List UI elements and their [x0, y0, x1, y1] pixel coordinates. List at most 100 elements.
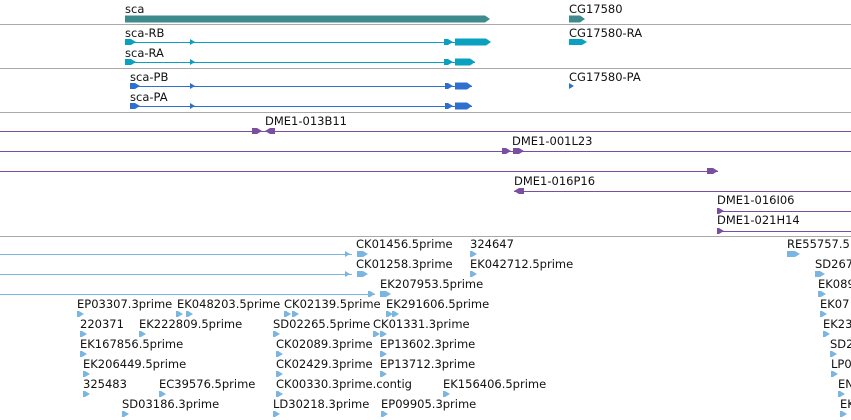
est-label[interactable]: EK089 — [818, 277, 851, 291]
bac-dme1-013b11-end[interactable] — [252, 128, 262, 134]
est-block[interactable] — [276, 351, 283, 357]
est-block[interactable] — [815, 271, 825, 277]
est-block[interactable] — [818, 291, 826, 297]
est-block[interactable] — [186, 311, 193, 317]
bac-dme1-021h14-end[interactable] — [717, 228, 724, 234]
transcript-sca-rb-exon[interactable] — [190, 39, 195, 45]
bac-label-dme1-016p16[interactable]: DME1-016P16 — [514, 174, 596, 188]
est-label[interactable]: EK07 — [820, 297, 850, 311]
gene-sca[interactable] — [125, 15, 490, 23]
est-block[interactable] — [122, 411, 129, 417]
bac-dme1-013b11-end[interactable] — [265, 128, 275, 134]
est-block[interactable] — [284, 311, 291, 317]
est-label[interactable]: SD2 — [830, 337, 851, 351]
est-label[interactable]: CK02089.3prime — [276, 337, 373, 351]
protein-label-sca-pa[interactable]: sca-PA — [130, 90, 168, 104]
est-block[interactable] — [77, 311, 84, 317]
est-block[interactable] — [443, 391, 450, 397]
est-label[interactable]: CK01258.3prime — [356, 257, 453, 271]
transcript-sca-rb-exon[interactable] — [455, 38, 491, 46]
est-label[interactable]: RE55757.5 — [787, 237, 850, 251]
est-label[interactable]: 220371 — [80, 317, 124, 331]
est-block[interactable] — [823, 331, 830, 337]
est-block[interactable] — [380, 371, 387, 377]
transcript-sca-ra-exon[interactable] — [455, 58, 475, 66]
est-block[interactable] — [373, 331, 380, 337]
protein-label-sca-pb[interactable]: sca-PB — [130, 70, 169, 84]
est-label[interactable]: CK01331.3prime — [373, 317, 470, 331]
est-label[interactable]: EK042712.5prime — [470, 257, 574, 271]
est-label[interactable]: CK02429.3prime — [276, 357, 373, 371]
gene-label-sca[interactable]: sca — [125, 2, 145, 16]
protein-sca-pb-block[interactable] — [190, 83, 195, 89]
est-label[interactable]: EK156406.5prime — [443, 377, 547, 391]
est-block[interactable] — [840, 411, 847, 417]
est-block[interactable] — [276, 371, 283, 377]
protein-sca-pa-block[interactable] — [455, 102, 472, 110]
transcript-label-sca-ra[interactable]: sca-RA — [125, 46, 164, 60]
est-block[interactable] — [381, 411, 388, 417]
est-label[interactable]: EK — [840, 397, 851, 411]
bac-label-dme1-021h14[interactable]: DME1-021H14 — [717, 213, 800, 227]
est-block[interactable] — [83, 391, 90, 397]
protein-label-cg17580-pa[interactable]: CG17580-PA — [569, 70, 641, 84]
est-block[interactable] — [276, 391, 283, 397]
est-label[interactable]: SD02265.5prime — [273, 317, 371, 331]
est-label[interactable]: 325483 — [83, 377, 127, 391]
est-block[interactable] — [830, 351, 837, 357]
est-block[interactable] — [470, 251, 477, 257]
bac-clone-end[interactable] — [707, 168, 718, 174]
protein-sca-pb-block[interactable] — [445, 83, 453, 89]
est-block[interactable] — [292, 311, 299, 317]
est-block[interactable] — [357, 251, 368, 257]
protein-sca-pa-block[interactable] — [445, 103, 453, 109]
est-label[interactable]: LP0 — [831, 357, 851, 371]
est-block[interactable] — [838, 391, 845, 397]
est-label[interactable]: EP03307.3prime — [77, 297, 173, 311]
transcript-sca-ra-exon[interactable] — [444, 59, 453, 65]
est-block[interactable] — [345, 251, 350, 257]
est-label[interactable]: 324647 — [470, 237, 514, 251]
est-block[interactable] — [380, 291, 391, 297]
est-block[interactable] — [139, 331, 146, 337]
est-block[interactable] — [386, 311, 393, 317]
est-label[interactable]: EK291606.5prime — [386, 297, 490, 311]
est-label[interactable]: LD30218.3prime — [273, 397, 370, 411]
est-label[interactable]: CK00330.3prime.contig — [276, 377, 412, 391]
est-label[interactable]: SD267 — [815, 257, 851, 271]
est-label[interactable]: EP09905.3prime — [381, 397, 477, 411]
bac-label-dme1-001l23[interactable]: DME1-001L23 — [512, 134, 593, 148]
protein-sca-pa-block[interactable] — [190, 103, 195, 109]
est-block[interactable] — [380, 351, 387, 357]
est-label[interactable]: EP13712.3prime — [380, 357, 476, 371]
est-block[interactable] — [345, 271, 350, 277]
bac-label-dme1-016i06[interactable]: DME1-016I06 — [717, 193, 795, 207]
transcript-sca-rb-exon[interactable] — [125, 39, 136, 45]
protein-cg17580-pa-block[interactable] — [569, 83, 574, 89]
transcript-cg17580-ra-exon[interactable] — [569, 39, 587, 45]
est-block[interactable] — [176, 311, 183, 317]
bac-label-dme1-013b11[interactable]: DME1-013B11 — [265, 114, 347, 128]
est-block[interactable] — [273, 331, 280, 337]
est-label[interactable]: CK02139.5prime — [284, 297, 381, 311]
bac-dme1-016p16-end[interactable] — [514, 188, 524, 194]
gene-cg17580[interactable] — [569, 15, 585, 23]
est-block[interactable] — [83, 371, 90, 377]
est-label[interactable]: EC39576.5prime — [159, 377, 256, 391]
est-label[interactable]: EN — [838, 377, 851, 391]
transcript-sca-ra-exon[interactable] — [190, 59, 195, 65]
est-block[interactable] — [159, 391, 166, 397]
est-label[interactable]: EK23 — [823, 317, 851, 331]
est-label[interactable]: EK167856.5prime — [80, 337, 184, 351]
protein-sca-pb-block[interactable] — [130, 83, 140, 89]
est-block[interactable] — [820, 311, 827, 317]
est-block[interactable] — [470, 271, 477, 277]
protein-sca-pa-block[interactable] — [130, 103, 140, 109]
est-label[interactable]: EK206449.5prime — [83, 357, 187, 371]
est-block[interactable] — [787, 251, 800, 257]
transcript-sca-ra-exon[interactable] — [125, 59, 136, 65]
bac-dme1-001l23-end[interactable] — [502, 148, 511, 154]
est-label[interactable]: EK222809.5prime — [139, 317, 243, 331]
est-block[interactable] — [80, 351, 87, 357]
est-block[interactable] — [273, 411, 280, 417]
